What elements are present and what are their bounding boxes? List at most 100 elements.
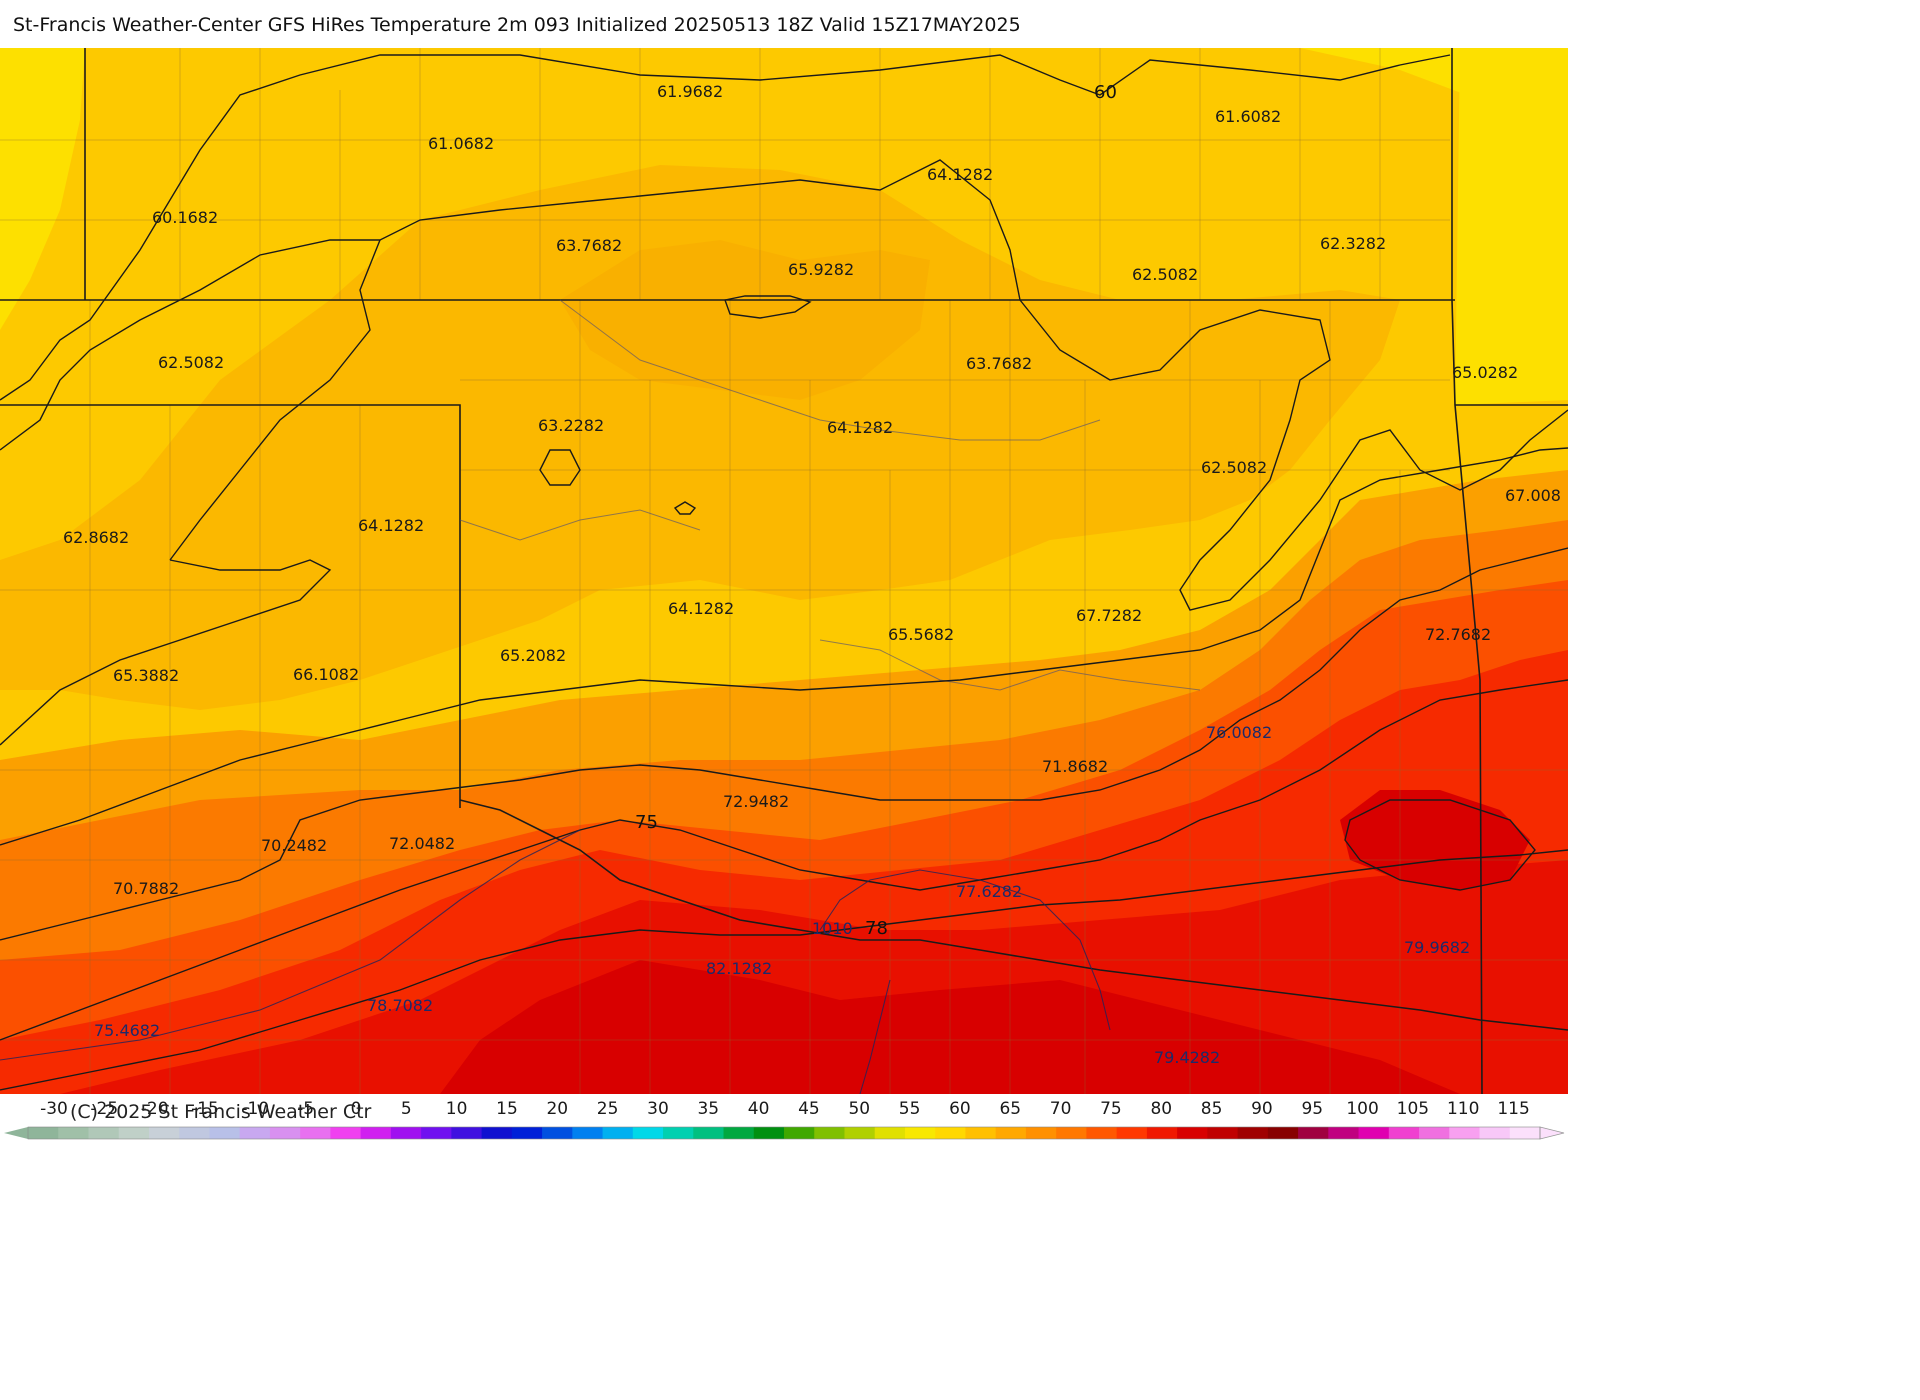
legend-swatch bbox=[753, 1127, 785, 1139]
legend-swatch bbox=[58, 1127, 89, 1139]
legend-swatch bbox=[269, 1127, 301, 1139]
point-value: 65.3882 bbox=[113, 666, 179, 685]
legend-tick-label: 105 bbox=[1397, 1099, 1429, 1119]
legend-swatch bbox=[1177, 1127, 1208, 1139]
legend-swatch bbox=[1086, 1127, 1118, 1139]
point-value: 65.0282 bbox=[1452, 363, 1518, 382]
legend-tick-label: 5 bbox=[401, 1099, 412, 1119]
legend-swatch bbox=[118, 1127, 150, 1139]
legend-swatch bbox=[602, 1127, 634, 1139]
color-legend-swatches bbox=[4, 1126, 1565, 1140]
legend-swatch bbox=[572, 1127, 604, 1139]
legend-swatch bbox=[148, 1127, 180, 1139]
point-value: 66.1082 bbox=[293, 665, 359, 684]
legend-arrow-right bbox=[1539, 1126, 1565, 1140]
point-value: 65.5682 bbox=[888, 625, 954, 644]
legend-swatch bbox=[481, 1127, 513, 1139]
legend-tick-label: 80 bbox=[1150, 1099, 1172, 1119]
color-legend: -30 -25 -20 -15 -10 -5 0 5 10 15 20 25 30 35 40 45 50 55 6… bbox=[4, 1099, 1565, 1140]
legend-swatch bbox=[874, 1127, 906, 1139]
rivers bbox=[459, 299, 1201, 691]
point-value: 71.8682 bbox=[1042, 757, 1108, 776]
point-value: 67.7282 bbox=[1076, 606, 1142, 625]
legend-tick-label: 30 bbox=[647, 1099, 669, 1119]
point-value: 65.2082 bbox=[500, 646, 566, 665]
contour-label-60: 60 bbox=[1094, 82, 1117, 103]
legend-swatch bbox=[1237, 1127, 1269, 1139]
legend-tick-label: 55 bbox=[899, 1099, 921, 1119]
point-value: 78.7082 bbox=[367, 996, 433, 1015]
legend-tick-label: -20 bbox=[141, 1099, 169, 1119]
legend-tick-label: -30 bbox=[40, 1099, 68, 1119]
point-value: 70.7882 bbox=[113, 879, 179, 898]
point-value: 70.2482 bbox=[261, 836, 327, 855]
band-55-north bbox=[0, 48, 85, 330]
point-value: 62.8682 bbox=[63, 528, 129, 547]
pressure-label: 1010 bbox=[812, 919, 853, 938]
legend-swatch bbox=[1116, 1127, 1148, 1139]
legend-tick-label: 45 bbox=[798, 1099, 820, 1119]
legend-tick-label: 70 bbox=[1050, 1099, 1072, 1119]
legend-swatch bbox=[1449, 1127, 1481, 1139]
point-value: 61.9682 bbox=[657, 82, 723, 101]
legend-swatch bbox=[511, 1127, 543, 1139]
legend-swatch bbox=[360, 1127, 392, 1139]
copyright-notice: (C) 2025 St Francis Weather Ctr bbox=[70, 1101, 372, 1123]
legend-swatch bbox=[935, 1127, 966, 1139]
legend-swatch bbox=[1298, 1127, 1329, 1139]
legend-swatch bbox=[451, 1127, 483, 1139]
legend-swatch bbox=[88, 1127, 120, 1139]
legend-tick-label: 15 bbox=[496, 1099, 518, 1119]
legend-swatch bbox=[1328, 1127, 1360, 1139]
point-value: 79.4282 bbox=[1154, 1048, 1220, 1067]
legend-swatch bbox=[1358, 1127, 1390, 1139]
legend-swatch bbox=[693, 1127, 725, 1139]
legend-swatch bbox=[300, 1127, 331, 1139]
legend-swatch bbox=[239, 1127, 271, 1139]
legend-tick-label: 95 bbox=[1301, 1099, 1323, 1119]
point-value: 62.5082 bbox=[1132, 265, 1198, 284]
legend-tick-label: -25 bbox=[90, 1099, 118, 1119]
isotherm-contours bbox=[0, 54, 1568, 1091]
contour-label-78: 78 bbox=[865, 918, 888, 939]
legend-tick-label: 40 bbox=[748, 1099, 770, 1119]
legend-swatch bbox=[723, 1127, 755, 1139]
point-value: 64.1282 bbox=[358, 516, 424, 535]
contour-label-75: 75 bbox=[635, 812, 658, 833]
legend-tick-label: -15 bbox=[191, 1099, 219, 1119]
legend-tick-label: 50 bbox=[848, 1099, 870, 1119]
legend-tick-label: 90 bbox=[1251, 1099, 1273, 1119]
legend-swatch bbox=[904, 1127, 936, 1139]
point-value: 72.7682 bbox=[1425, 625, 1491, 644]
point-value: 60.1682 bbox=[152, 208, 218, 227]
legend-tick-label: -10 bbox=[241, 1099, 269, 1119]
band-65 bbox=[0, 165, 1400, 710]
point-value: 61.6082 bbox=[1215, 107, 1281, 126]
legend-swatch bbox=[542, 1127, 573, 1139]
legend-swatch bbox=[1146, 1127, 1178, 1139]
legend-tick-label: 10 bbox=[446, 1099, 468, 1119]
legend-swatch bbox=[844, 1127, 876, 1139]
legend-swatch bbox=[1207, 1127, 1239, 1139]
legend-swatch bbox=[1025, 1127, 1057, 1139]
legend-swatch bbox=[663, 1127, 694, 1139]
legend-swatch bbox=[1479, 1127, 1511, 1139]
legend-swatch bbox=[814, 1127, 845, 1139]
point-value: 82.1282 bbox=[706, 959, 772, 978]
legend-tick-label: -5 bbox=[297, 1099, 314, 1119]
legend-tick-label: 35 bbox=[697, 1099, 719, 1119]
legend-tick-label: 110 bbox=[1447, 1099, 1479, 1119]
legend-swatch bbox=[421, 1127, 452, 1139]
legend-swatch bbox=[632, 1127, 664, 1139]
legend-swatch bbox=[209, 1127, 241, 1139]
point-value: 62.5082 bbox=[1201, 458, 1267, 477]
legend-swatch bbox=[1056, 1127, 1087, 1139]
legend-tick-label: 65 bbox=[999, 1099, 1021, 1119]
point-value: 79.9682 bbox=[1404, 938, 1470, 957]
legend-tick-label: 25 bbox=[597, 1099, 619, 1119]
legend-tick-label: 75 bbox=[1100, 1099, 1122, 1119]
county-lines bbox=[0, 48, 1568, 1094]
temperature-map: 60 75 78 1010 61.9682 61.0682 61.6082 64… bbox=[0, 48, 1568, 1094]
legend-tick-label: 60 bbox=[949, 1099, 971, 1119]
color-legend-ticks: -30 -25 -20 -15 -10 -5 0 5 10 15 20 25 30 35 40 45 50 55 6… bbox=[40, 1099, 1530, 1119]
